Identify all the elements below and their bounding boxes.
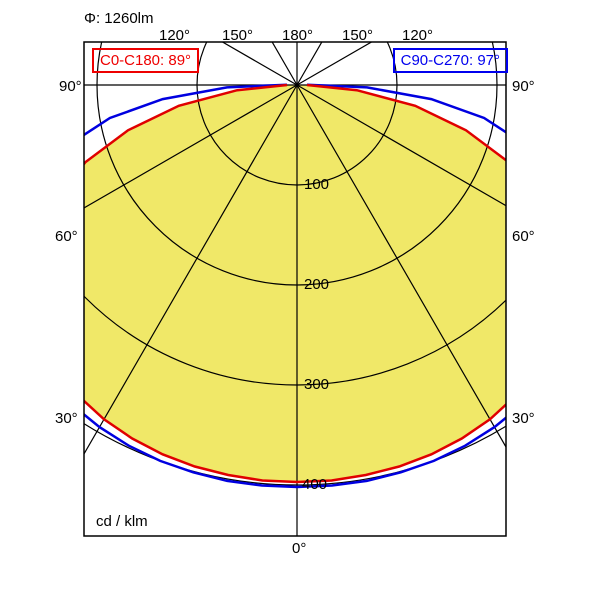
angle-left-30: 30° — [55, 410, 78, 427]
radial-400: 400 — [302, 476, 327, 493]
angle-left-60: 60° — [55, 228, 78, 245]
angle-top-0: 120° — [159, 27, 190, 44]
angle-right-90: 90° — [512, 78, 535, 95]
legend-red: C0-C180: 89° — [92, 48, 199, 73]
unit-label: cd / klm — [96, 513, 148, 530]
angle-top-1: 150° — [222, 27, 253, 44]
chart-container: Φ: 1260lm C0-C180: 89° C90-C270: 97° cd … — [0, 0, 590, 590]
angle-bottom-0: 0° — [292, 540, 306, 557]
radial-300: 300 — [304, 376, 329, 393]
angle-left-90: 90° — [59, 78, 82, 95]
angle-right-60: 60° — [512, 228, 535, 245]
angle-top-3: 150° — [342, 27, 373, 44]
angle-top-2: 180° — [282, 27, 313, 44]
polar-chart — [0, 0, 590, 590]
legend-blue: C90-C270: 97° — [393, 48, 508, 73]
flux-title: Φ: 1260lm — [84, 10, 154, 27]
radial-200: 200 — [304, 276, 329, 293]
angle-right-30: 30° — [512, 410, 535, 427]
angle-top-4: 120° — [402, 27, 433, 44]
radial-100: 100 — [304, 176, 329, 193]
